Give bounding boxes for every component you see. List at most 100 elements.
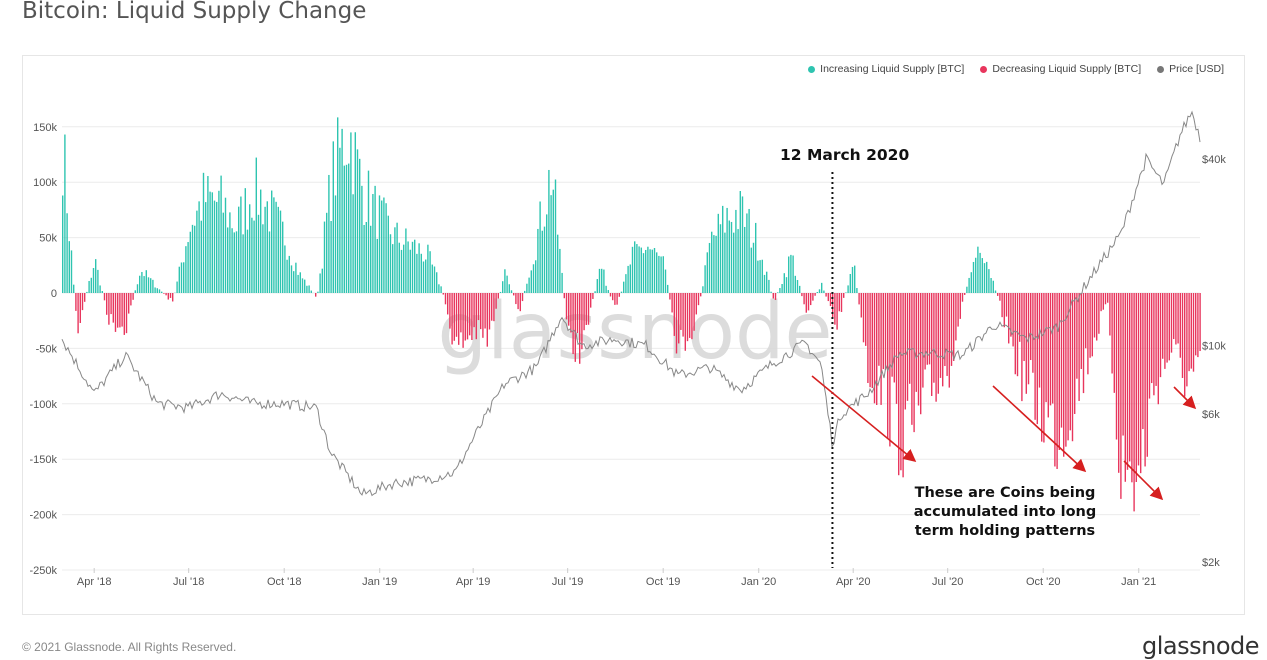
bar-increasing [392,244,393,293]
bar-increasing [751,248,752,293]
bar-decreasing [165,293,166,295]
bar-decreasing [465,293,466,341]
bar-increasing [792,256,793,293]
bar-increasing [258,215,259,293]
bar-increasing [379,195,380,293]
bar-increasing [966,287,967,293]
bar-decreasing [1197,293,1198,357]
bar-increasing [289,256,290,293]
bar-increasing [394,227,395,293]
bar-decreasing [469,293,470,335]
bar-decreasing [678,293,679,343]
bar-decreasing [814,293,815,296]
bar-increasing [625,274,626,293]
bar-decreasing [946,293,947,376]
bar-decreasing [566,293,567,319]
bar-decreasing [949,293,950,388]
bar-decreasing [1021,293,1022,401]
annotation-date: 12 March 2020 [780,146,909,164]
bar-decreasing [865,293,866,346]
bar-decreasing [1041,293,1042,442]
bar-decreasing [1083,293,1084,393]
bar-decreasing [698,293,699,305]
bar-increasing [526,284,527,293]
bar-increasing [324,222,325,293]
red-arrow-icon [1124,461,1162,499]
bar-decreasing [1098,293,1099,334]
bar-decreasing [1109,293,1110,336]
bar-increasing [361,186,362,293]
bar-increasing [190,232,191,293]
bar-decreasing [1089,293,1090,358]
bar-increasing [93,268,94,293]
bar-decreasing [999,293,1000,301]
bar-decreasing [1078,293,1079,401]
bar-decreasing [839,293,840,311]
bar-increasing [995,291,996,293]
bar-increasing [742,196,743,293]
bar-increasing [632,247,633,293]
bar-decreasing [1072,293,1073,441]
bar-increasing [183,262,184,293]
bar-decreasing [1120,293,1121,499]
bar-increasing [429,251,430,293]
bar-increasing [196,211,197,293]
legend-item-increasing[interactable]: Increasing Liquid Supply [BTC] [808,63,964,75]
bar-decreasing [471,293,472,340]
bar-decreasing [836,293,837,330]
bar-decreasing [940,293,941,378]
bar-increasing [374,186,375,293]
y-tick-label: 0 [51,288,57,300]
bar-increasing [418,243,419,293]
bar-increasing [205,202,206,293]
bar-increasing [658,256,659,293]
bar-increasing [779,288,780,293]
bar-increasing [388,216,389,293]
bar-decreasing [495,293,496,309]
bar-increasing [539,201,540,293]
bar-increasing [251,218,252,293]
bar-increasing [544,227,545,293]
bar-increasing [99,285,100,293]
legend-item-price[interactable]: Price [USD] [1157,63,1224,75]
bar-increasing [704,265,705,293]
bar-decreasing [1131,293,1132,482]
bar-decreasing [1138,293,1139,465]
bar-increasing [823,291,824,293]
bar-decreasing [1142,293,1143,429]
bar-decreasing [579,293,580,364]
bar-decreasing [1184,293,1185,397]
bar-increasing [856,288,857,293]
bar-increasing [432,265,433,293]
bar-increasing [308,285,309,293]
bar-decreasing [522,293,523,301]
bar-increasing [627,266,628,293]
bar-increasing [414,240,415,293]
bar-increasing [410,250,411,293]
bar-decreasing [590,293,591,308]
bar-increasing [91,278,92,293]
bar-increasing [159,289,160,293]
bar-decreasing [687,293,688,341]
bar-decreasing [933,293,934,383]
bar-increasing [535,260,536,293]
bar-increasing [326,213,327,293]
bar-decreasing [1017,293,1018,376]
bar-decreasing [1155,293,1156,386]
bar-increasing [330,221,331,293]
bar-decreasing [1043,293,1044,442]
bar-decreasing [1147,293,1148,457]
bar-decreasing [861,293,862,317]
y-tick-label: -100k [29,399,57,411]
x-tick-label: Jan '20 [741,576,776,588]
bar-decreasing [117,293,118,328]
bar-decreasing [1074,293,1075,414]
bar-increasing [154,287,155,293]
bar-increasing [385,203,386,293]
bar-increasing [245,188,246,293]
x-tick-label: Jul '18 [173,576,204,588]
bar-increasing [269,231,270,293]
legend-item-decreasing[interactable]: Decreasing Liquid Supply [BTC] [980,63,1141,75]
bar-decreasing [887,293,888,438]
bar-increasing [993,281,994,293]
